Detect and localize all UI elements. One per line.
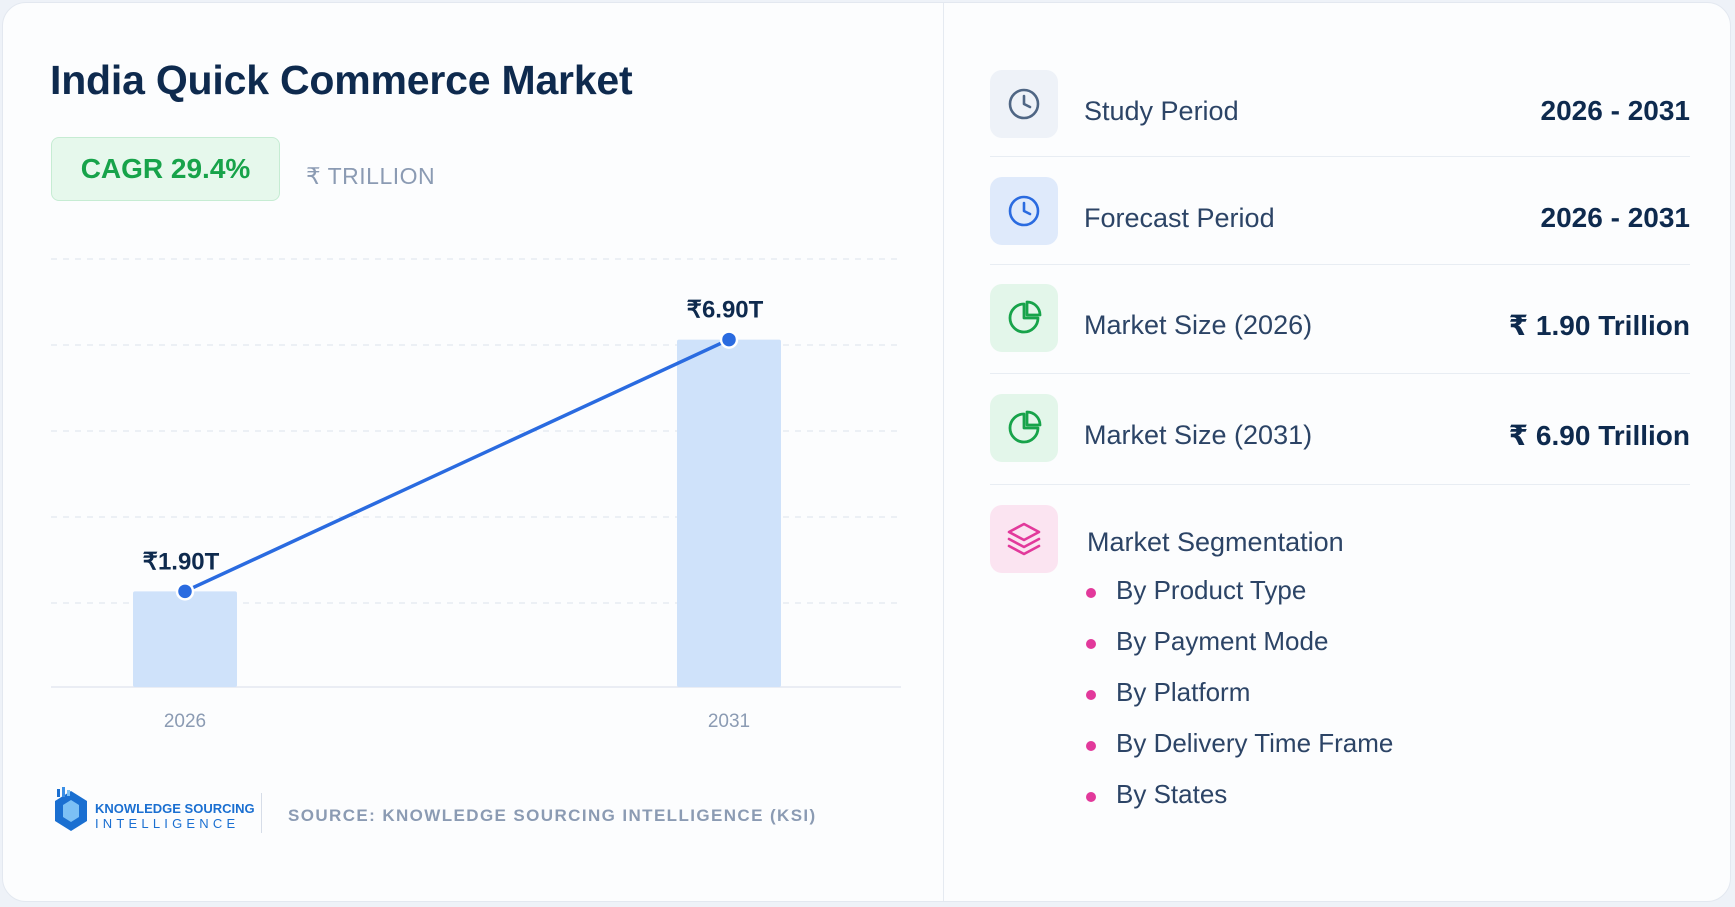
stat-label: Market Size (2026) [1084,310,1313,340]
stat-row-market-size-2031: Market Size (2031) ₹ 6.90 Trillion [990,394,1690,464]
footer-divider [261,793,262,833]
page-title: India Quick Commerce Market [50,57,633,103]
clock-icon [1008,88,1040,120]
list-item: By States [1086,779,1393,830]
layers-icon [1007,522,1041,556]
list-item: By Payment Mode [1086,626,1393,677]
segmentation-title: Market Segmentation [1087,527,1344,557]
data-label: ₹1.90T [143,548,220,575]
bar-2031 [677,339,781,687]
list-item: By Product Type [1086,575,1393,626]
source-note: SOURCE: KNOWLEDGE SOURCING INTELLIGENCE … [288,806,817,825]
pie-chart-icon [1008,410,1042,444]
stat-value: ₹ 6.90 Trillion [1508,420,1690,451]
segment-label: By States [1116,779,1228,809]
bar-2026 [133,591,237,687]
stat-label: Market Size (2031) [1084,420,1313,450]
stat-row-market-size-2026: Market Size (2026) ₹ 1.90 Trillion [990,284,1690,354]
list-item: By Platform [1086,677,1393,728]
clock-icon [1008,195,1040,227]
stat-icon-box [990,505,1058,573]
segment-label: By Platform [1116,677,1251,707]
stat-label: Forecast Period [1084,203,1275,233]
segment-label: By Payment Mode [1116,626,1329,656]
data-point [719,330,739,349]
row-divider [990,156,1690,157]
logo-text-bottom: INTELLIGENCE [95,816,240,831]
stat-row-forecast-period: Forecast Period 2026 - 2031 [990,177,1690,247]
data-label: ₹6.90T [687,297,764,324]
stat-icon-box [990,284,1058,352]
stat-icon-box [990,177,1058,245]
x-tick-label: 2026 [164,711,206,732]
row-divider [990,484,1690,485]
pie-chart-icon [1008,300,1042,334]
stat-icon-box [990,394,1058,462]
logo-text-top: KNOWLEDGE SOURCING [95,801,255,816]
segmentation-section: Market Segmentation [990,505,1690,575]
stat-value: ₹ 1.90 Trillion [1508,310,1690,341]
list-item: By Delivery Time Frame [1086,728,1393,779]
x-tick-label: 2031 [708,711,750,732]
ksi-logo-icon [55,787,87,831]
row-divider [990,373,1690,374]
bullet-dot [1086,690,1096,700]
cagr-badge: CAGR 29.4% [51,137,280,201]
stat-value: 2026 - 2031 [1540,202,1690,233]
trend-line [183,337,731,594]
segment-label: By Product Type [1116,575,1307,605]
bullet-dot [1086,639,1096,649]
data-point [175,582,195,601]
row-divider [990,264,1690,265]
unit-label: ₹ TRILLION [306,163,436,189]
stat-label: Study Period [1084,96,1239,126]
bullet-dot [1086,741,1096,751]
segmentation-list: By Product Type By Payment Mode By Platf… [1086,575,1393,830]
market-size-chart: ₹1.90T 2026 ₹6.90T 2031 [51,258,901,732]
segment-label: By Delivery Time Frame [1116,728,1394,758]
bullet-dot [1086,588,1096,598]
bullet-dot [1086,792,1096,802]
stat-row-study-period: Study Period 2026 - 2031 [990,70,1690,140]
stat-icon-box [990,70,1058,138]
panel-divider [943,3,944,901]
stat-value: 2026 - 2031 [1540,95,1690,126]
